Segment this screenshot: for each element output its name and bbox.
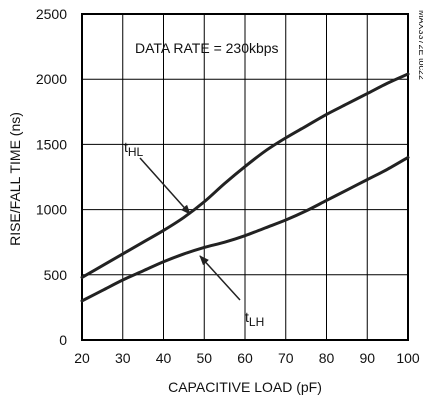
x-tick-label: 50 [196,350,212,366]
x-tick-label: 60 [237,350,253,366]
x-tick-label: 70 [278,350,294,366]
x-tick-label: 80 [319,350,335,366]
series-label-tHL: tHL [124,139,144,159]
series-label-arrow-tLH [199,255,241,301]
series-label-tLH: tLH [245,309,264,329]
series-line-tLH [80,155,410,303]
plot-frame [81,13,409,341]
series-lines [80,72,410,303]
series-label-subscript: LH [249,315,264,329]
series-label-subscript: HL [128,145,144,159]
figure-id-watermark: MAX3372E toc22 [417,10,423,80]
x-tick-label: 90 [359,350,375,366]
x-tick-label: 20 [74,350,90,366]
grid-lines [81,13,409,341]
y-tick-label: 0 [59,332,67,348]
x-tick-label: 30 [115,350,131,366]
y-tick-label: 1000 [36,202,67,218]
y-tick-label: 1500 [36,136,67,152]
y-axis-title: RISE/FALL TIME (ns) [7,112,23,246]
series-label-main: t [245,309,249,325]
y-tick-label: 2000 [36,71,67,87]
series-label-main: t [124,139,128,155]
data-rate-annotation: DATA RATE = 230kbps [135,40,279,56]
series-label-arrow-tHL [139,157,191,215]
x-tick-label: 40 [156,350,172,366]
plot-border [81,13,409,341]
y-tick-label: 500 [44,267,68,283]
y-tick-label: 2500 [36,6,67,22]
series-line-tHL [80,72,410,279]
x-axis-title: CAPACITIVE LOAD (pF) [168,379,322,395]
x-tick-label: 100 [396,350,420,366]
